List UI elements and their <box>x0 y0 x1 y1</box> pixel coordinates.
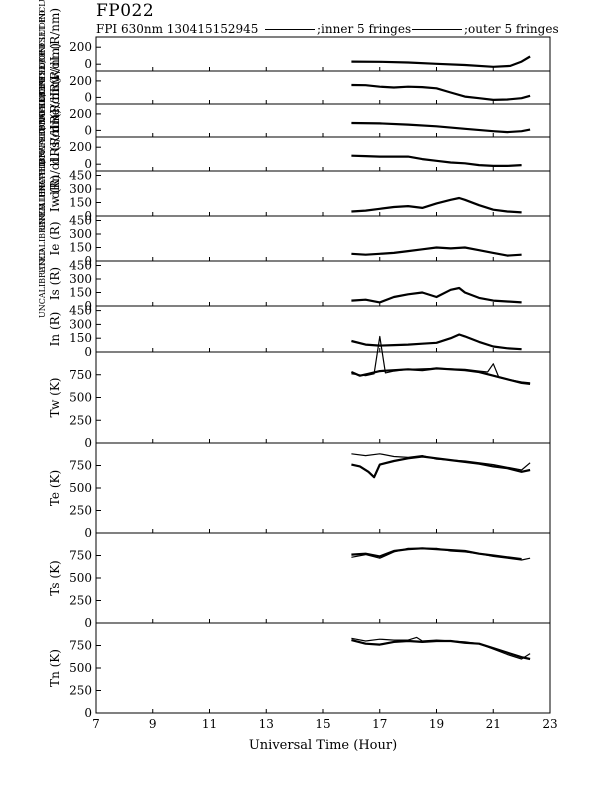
y-tick-label-is: 300 <box>69 272 92 286</box>
y-tick-label-dre: 0 <box>84 90 92 104</box>
y-axis-label-ts: Ts (K) <box>48 560 62 595</box>
y-tick-label-tn: 250 <box>69 684 92 698</box>
y-axis-label-ie: Ie (R) <box>48 221 62 255</box>
y-axis-note-drs: UNCALIBRATED/OFFSET INCLUDED <box>38 43 47 198</box>
y-tick-label-is: 450 <box>69 259 92 273</box>
y-tick-label-iw: 0 <box>84 209 92 223</box>
x-tick-label: 21 <box>486 717 501 731</box>
panel-frame-ts <box>95 532 551 624</box>
y-tick-label-tn: 750 <box>69 639 92 653</box>
y-tick-label-drs: 200 <box>69 107 92 121</box>
series-line-drw-0 <box>351 55 531 68</box>
panel-frame-tw <box>95 351 551 444</box>
y-axis-note-is: UNCALIBRATED <box>38 249 47 318</box>
y-tick-label-te: 0 <box>84 526 92 540</box>
x-tick-label: 9 <box>149 717 157 731</box>
y-tick-label-tn: 0 <box>84 706 92 720</box>
series-line-dre-0 <box>351 83 531 102</box>
series-line-ts-0 <box>351 547 522 561</box>
y-tick-label-tw: 500 <box>69 391 92 405</box>
x-tick-label: 15 <box>315 717 330 731</box>
y-axis-label-tn: Tn (K) <box>48 649 62 687</box>
y-tick-label-dre: 200 <box>69 74 92 88</box>
y-tick-label-ts: 0 <box>84 616 92 630</box>
y-tick-label-in: 150 <box>69 331 92 345</box>
series-line-iw-0 <box>351 196 522 214</box>
y-tick-label-is: 0 <box>84 299 92 313</box>
legend-outer-label: ;outer 5 fringes <box>464 22 559 36</box>
y-tick-label-in: 0 <box>84 345 92 359</box>
series-line-tn-1 <box>351 636 531 660</box>
series-line-drn-0 <box>351 154 522 167</box>
series-line-tw-0 <box>350 367 531 385</box>
panel-frame-tn <box>95 622 551 714</box>
x-tick-label: 7 <box>92 717 100 731</box>
panel-frame-in <box>95 305 551 353</box>
y-tick-label-in: 450 <box>69 304 92 318</box>
panel-frame-ie <box>95 215 551 262</box>
y-axis-label-drs: dRs/dL (R/nm) <box>48 77 62 165</box>
y-tick-label-ts: 500 <box>69 571 92 585</box>
y-tick-label-iw: 150 <box>69 196 92 210</box>
panel-frame-te <box>95 442 551 534</box>
y-tick-label-ie: 0 <box>84 254 92 268</box>
y-axis-label-tw: Tw (K) <box>48 378 62 418</box>
series-line-is-0 <box>351 286 522 304</box>
y-tick-label-ts: 250 <box>69 594 92 608</box>
y-tick-label-drn: 200 <box>69 140 92 154</box>
y-tick-label-tn: 500 <box>69 661 92 675</box>
y-tick-label-is: 150 <box>69 286 92 300</box>
y-tick-label-te: 750 <box>69 459 92 473</box>
series-line-drs-0 <box>351 121 531 134</box>
x-tick-label: 23 <box>542 717 557 731</box>
legend-inner-line <box>265 29 315 30</box>
y-axis-label-is: Is (R) <box>48 267 62 300</box>
y-tick-label-tw: 750 <box>69 368 92 382</box>
x-axis-label: Universal Time (Hour) <box>249 738 397 753</box>
y-tick-label-iw: 300 <box>69 182 92 196</box>
panel-frame-iw <box>95 170 551 217</box>
series-line-te-1 <box>351 453 531 471</box>
y-tick-label-ie: 150 <box>69 241 92 255</box>
y-tick-label-drw: 200 <box>69 40 92 54</box>
series-line-tw-1 <box>351 335 531 384</box>
chart-title: FP022 <box>96 1 155 21</box>
y-axis-note-drn: UNCALIBRATED/OFFSET INCLUDED <box>38 76 47 231</box>
y-tick-label-drn: 0 <box>84 157 92 171</box>
y-tick-label-te: 500 <box>69 481 92 495</box>
x-tick-label: 19 <box>429 717 444 731</box>
x-tick-label: 13 <box>259 717 274 731</box>
y-axis-label-in: In (R) <box>48 312 62 347</box>
x-tick-label: 17 <box>372 717 387 731</box>
legend-inner-label: ;inner 5 fringes <box>317 22 412 36</box>
series-line-ts-1 <box>351 547 531 561</box>
y-tick-label-drs: 0 <box>84 123 92 137</box>
y-tick-label-in: 300 <box>69 317 92 331</box>
y-axis-note-dre: UNCALIBRATED/OFFSET INCLUDED <box>38 10 47 165</box>
series-line-ie-0 <box>351 246 522 257</box>
x-tick-label: 11 <box>202 717 217 731</box>
y-tick-label-tw: 0 <box>84 436 92 450</box>
y-axis-note-iw: UNCALIBRATED <box>38 159 47 228</box>
y-axis-note-ie: UNCALIBRATED <box>38 204 47 273</box>
y-axis-label-te: Te (K) <box>48 470 62 506</box>
series-line-tn-0 <box>351 639 531 661</box>
y-tick-label-tw: 250 <box>69 413 92 427</box>
y-tick-label-ie: 450 <box>69 214 92 228</box>
y-axis-label-dre: dRe/dL (R/nm) <box>48 43 62 132</box>
y-tick-label-te: 250 <box>69 504 92 518</box>
y-axis-label-drw: dRw/dL (R/nm) <box>48 8 62 100</box>
y-tick-label-drw: 0 <box>84 57 92 71</box>
legend-outer-line <box>412 29 462 30</box>
series-line-in-0 <box>351 333 522 351</box>
y-axis-label-drn: dRn/dL (R/nm) <box>48 109 62 199</box>
y-tick-label-iw: 450 <box>69 169 92 183</box>
y-tick-label-ie: 300 <box>69 227 92 241</box>
chart-subtitle: FPI 630nm 130415152945 <box>96 22 259 36</box>
y-axis-note-drw: UNCALIBRATED/OFFSET INCLUDED <box>38 0 47 132</box>
panel-frame-drs <box>95 103 551 138</box>
y-tick-label-ts: 750 <box>69 549 92 563</box>
y-axis-label-iw: Iw (R) <box>48 175 62 212</box>
